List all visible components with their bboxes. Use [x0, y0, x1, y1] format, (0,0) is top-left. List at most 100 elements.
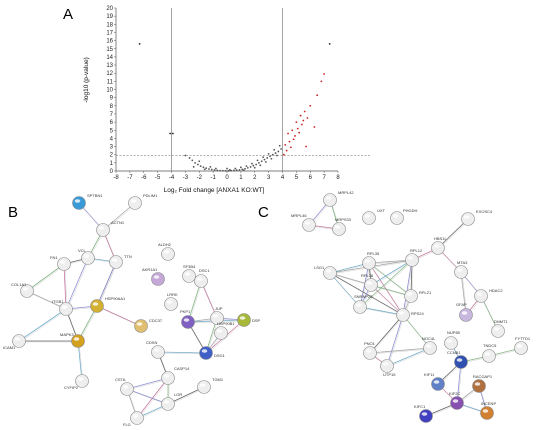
network-node[interactable]: ACTN1 [96, 220, 125, 237]
node-circle [482, 349, 496, 363]
network-edge [386, 347, 431, 367]
network-node[interactable]: RPL35 [362, 251, 381, 270]
network-node[interactable]: TTN [109, 254, 132, 269]
node-highlight [132, 414, 139, 418]
volcano-point [301, 123, 303, 126]
network-node[interactable]: CASP14 [161, 366, 191, 385]
network-node[interactable]: CSTA [115, 377, 134, 396]
network-edge [460, 271, 467, 316]
volcano-point [296, 127, 299, 130]
node-circle [444, 336, 458, 350]
node-circle [237, 313, 251, 327]
network-node[interactable]: VCL [78, 248, 95, 265]
network-node[interactable]: DSG1 [199, 346, 226, 360]
network-node[interactable]: HDAC2 [474, 288, 504, 303]
network-edge [63, 263, 67, 310]
node-label: PDLIM1 [143, 193, 158, 198]
node-circle [472, 379, 486, 393]
node-label: UTP15 [383, 372, 396, 377]
network-node[interactable]: NOC4L [422, 336, 437, 355]
network-node[interactable]: UXT [362, 208, 386, 225]
network-node[interactable]: LRRK [164, 292, 179, 311]
node-circle [323, 193, 337, 207]
network-node[interactable]: ICAM1 [3, 334, 26, 351]
volcano-y-tick-label: 5 [110, 128, 114, 134]
network-node[interactable]: HSP90B1 [214, 321, 236, 340]
network-node[interactable]: INCENP [480, 401, 497, 420]
network-edge [96, 305, 142, 327]
network-node[interactable]: ITGB1 [52, 299, 73, 316]
network-edge [97, 262, 118, 308]
network-edge [370, 259, 413, 286]
network-node[interactable]: RPS24 [396, 308, 425, 322]
network-node[interactable]: CCNB1 [447, 350, 468, 369]
volcano-point [306, 117, 309, 119]
network-node[interactable]: PHGDH [390, 208, 418, 225]
network-node[interactable]: FYTTD1 [514, 336, 531, 355]
network-node[interactable]: SPTBN1 [72, 193, 104, 210]
network-edge [26, 290, 67, 310]
network-node[interactable]: LSG1 [314, 265, 337, 280]
network-node[interactable]: DSC1 [194, 268, 211, 288]
network-node[interactable]: AKR1A1 [142, 267, 165, 286]
network-node[interactable]: CDSN [146, 340, 165, 359]
network-node[interactable]: DSP [237, 313, 261, 327]
node-label: DSG1 [214, 353, 226, 358]
volcano-y-tick-label: 3 [110, 145, 114, 151]
network-node[interactable]: MRPS33 [332, 217, 352, 236]
network-node[interactable]: HSP90AA1 [90, 296, 127, 313]
network-node[interactable]: PKP1 [180, 309, 195, 329]
network-node[interactable]: TGM1 [197, 377, 224, 394]
network-node[interactable]: KIFC1 [414, 404, 433, 423]
network-edge [102, 202, 136, 231]
volcano-x-tick-label: -6 [141, 175, 147, 181]
volcano-x-tick-label: -4 [169, 175, 175, 181]
network-node[interactable]: COL1A1 [11, 282, 34, 298]
network-node[interactable]: NUP85 [444, 330, 461, 350]
network-node[interactable]: GFAP [456, 302, 473, 322]
network-node[interactable]: ALDH2 [158, 242, 175, 261]
node-circle [323, 266, 337, 280]
network-node[interactable]: RPL36 [361, 273, 378, 292]
node-label: LRRK [167, 292, 178, 297]
network-node[interactable]: RPL21 [404, 289, 433, 303]
network-node[interactable]: PDLIM1 [128, 193, 159, 210]
volcano-point [277, 150, 280, 153]
network-node[interactable]: LOR [161, 392, 183, 411]
network-node[interactable]: MRPL42 [323, 190, 355, 207]
network-node[interactable]: FN1 [50, 255, 71, 271]
volcano-point [192, 166, 195, 168]
network-node[interactable]: JUP [210, 306, 224, 325]
volcano-point [302, 119, 305, 122]
network-node[interactable]: RPL12 [405, 248, 424, 267]
network-node[interactable]: MRPL46 [291, 213, 316, 232]
network-node[interactable]: CDC37 [134, 318, 163, 333]
network-node[interactable]: HBS1L [431, 236, 448, 255]
network-node[interactable]: MTA3 [454, 260, 469, 279]
network-node[interactable]: SF3B4 [182, 264, 197, 283]
node-label: INCENP [481, 401, 496, 406]
network-node[interactable]: EXOSC4 [461, 209, 494, 226]
network-node[interactable]: KIF2C [449, 391, 464, 410]
network-node[interactable]: TNDC5 [482, 343, 498, 363]
volcano-x-tick-label: 7 [322, 175, 326, 181]
network-node[interactable]: CYFIP2 [64, 374, 89, 391]
node-label: KIF11 [424, 372, 435, 377]
volcano-point [215, 167, 217, 170]
network-node[interactable]: MAPK3 [60, 332, 85, 348]
network-node[interactable]: KIF11 [424, 372, 445, 391]
network-node[interactable]: UTP15 [380, 359, 397, 378]
network-node[interactable]: RACGAP1 [472, 374, 493, 393]
node-label: SF3B4 [183, 264, 196, 269]
node-circle [405, 253, 419, 267]
volcano-y-tick-label: 6 [110, 120, 114, 126]
network-node[interactable]: FLG [123, 411, 144, 428]
network-node[interactable]: PNO1 [363, 341, 377, 360]
node-label: LSG1 [314, 265, 325, 270]
volcano-point [219, 169, 221, 172]
network-node[interactable]: DNMT1 [491, 319, 509, 338]
network-node[interactable]: SNRNP23 [353, 294, 374, 314]
node-label: CYFIP2 [64, 385, 79, 390]
volcano-x-tick-label: -3 [183, 175, 189, 181]
volcano-point [251, 162, 253, 165]
